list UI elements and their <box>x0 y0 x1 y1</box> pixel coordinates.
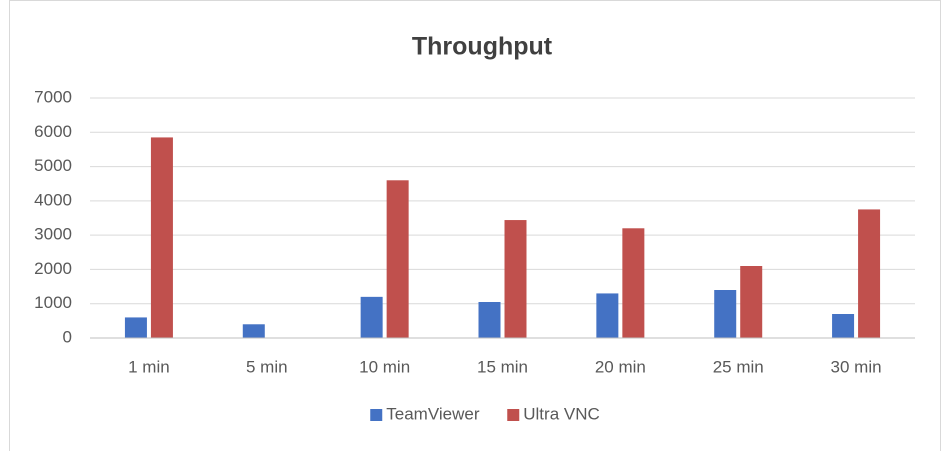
bar <box>242 324 265 338</box>
bar <box>740 266 763 338</box>
chart-title: Throughput <box>412 33 553 61</box>
bar <box>124 317 147 338</box>
bar <box>832 314 855 338</box>
y-tick-label: 3000 <box>34 225 72 244</box>
bar <box>150 137 173 338</box>
bar <box>386 180 409 338</box>
y-tick-label: 0 <box>63 327 72 346</box>
y-tick-label: 5000 <box>34 156 72 175</box>
legend-swatch <box>507 409 520 421</box>
bar <box>714 290 737 338</box>
x-tick-label: 15 min <box>477 357 528 376</box>
y-tick-label: 2000 <box>34 259 72 278</box>
y-tick-label: 7000 <box>34 87 72 106</box>
y-tick-label: 4000 <box>34 190 72 209</box>
chart-border <box>9 0 941 451</box>
bar <box>478 302 501 338</box>
y-tick-label: 6000 <box>34 122 72 141</box>
bar <box>596 293 619 338</box>
x-tick-label: 1 min <box>128 357 170 376</box>
x-tick-label: 30 min <box>831 357 882 376</box>
legend-label: Ultra VNC <box>523 404 600 423</box>
bar <box>504 220 527 338</box>
bar <box>622 228 645 338</box>
legend-label: TeamViewer <box>386 404 480 423</box>
x-tick-label: 5 min <box>246 357 288 376</box>
x-tick-label: 20 min <box>595 357 646 376</box>
x-tick-label: 10 min <box>359 357 410 376</box>
legend-swatch <box>370 409 383 421</box>
bar <box>858 209 881 338</box>
bar <box>360 296 383 338</box>
y-tick-label: 1000 <box>34 293 72 312</box>
x-tick-label: 25 min <box>713 357 764 376</box>
